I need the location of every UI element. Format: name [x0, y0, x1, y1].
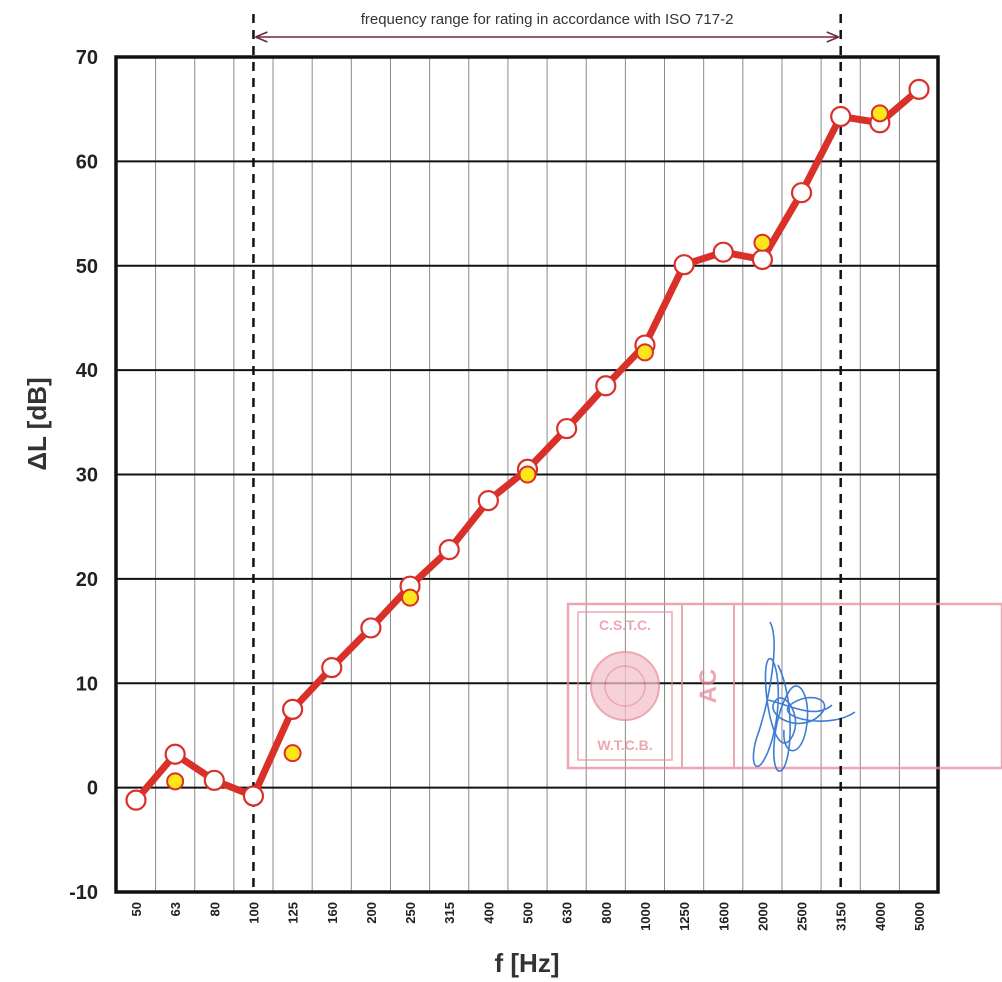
- data-point-filled: [870, 104, 889, 123]
- plot-frame: [114, 55, 940, 894]
- y-tick-label: 20: [76, 569, 98, 591]
- y-axis-label: ΔL [dB]: [22, 377, 52, 470]
- x-tick-label: 4000: [873, 902, 888, 931]
- x-tick-label: 1600: [716, 902, 731, 931]
- x-tick-label: 800: [599, 902, 614, 924]
- y-tick-label: 10: [76, 673, 98, 695]
- x-tick-label: 3150: [834, 902, 849, 931]
- x-tick-label: 1000: [638, 902, 653, 931]
- x-tick-label: 2000: [755, 902, 770, 931]
- y-tick-labels: -10 0 10 20 30 40 50 60 70: [69, 47, 98, 904]
- x-tick-label: 63: [168, 902, 183, 916]
- y-tick-label: 30: [76, 465, 98, 487]
- x-tick-label: 500: [521, 902, 536, 924]
- arrow-right-icon: [826, 31, 839, 43]
- data-point-filled: [166, 772, 185, 791]
- data-point: [751, 248, 774, 271]
- data-point: [673, 254, 695, 276]
- stamp-org-bottom: W.T.C.B.: [597, 737, 652, 753]
- stamp-frame: [566, 602, 1002, 770]
- annotation-text: frequency range for rating in accordance…: [361, 11, 734, 28]
- x-tick-label: 160: [325, 902, 340, 924]
- y-tick-label: -10: [69, 882, 98, 904]
- data-point: [242, 785, 265, 807]
- data-point-filled: [518, 465, 537, 484]
- y-tick-label: 70: [76, 47, 98, 69]
- data-point: [164, 743, 186, 765]
- x-tick-label: 5000: [912, 902, 927, 931]
- x-tick-label: 100: [246, 902, 261, 924]
- y-tick-label: 0: [87, 778, 98, 800]
- y-tick-label: 50: [76, 256, 98, 278]
- stamp-org-top: C.S.T.C.: [599, 617, 651, 633]
- x-tick-label: 1250: [677, 902, 692, 931]
- x-tick-label: 315: [442, 902, 457, 924]
- data-point: [203, 769, 225, 791]
- data-point: [438, 539, 460, 561]
- x-tick-labels: 50 63 80 100 125 160 200 250 315 400 500 630 800 1000…: [129, 902, 927, 931]
- rating-range-lines: [252, 14, 842, 892]
- x-tick-label: 125: [286, 902, 301, 924]
- x-tick-label: 630: [560, 902, 575, 924]
- stamp-initials: AC: [695, 669, 722, 704]
- data-point: [321, 656, 343, 679]
- data-point: [360, 617, 382, 639]
- x-tick-label: 50: [129, 902, 144, 916]
- rating-range-annotation: frequency range for rating in accordance…: [255, 11, 839, 43]
- stamp: C.S.T.C. W.T.C.B. AC: [566, 602, 1002, 770]
- y-tick-label: 60: [76, 151, 98, 173]
- data-point-filled: [635, 343, 654, 362]
- data-point: [595, 375, 617, 397]
- data-point: [556, 417, 578, 440]
- x-axis-label: f [Hz]: [495, 948, 560, 978]
- data-point: [282, 698, 304, 720]
- markers: [125, 78, 930, 811]
- x-tick-label: 2500: [795, 902, 810, 931]
- signature-icon: [752, 621, 856, 772]
- stamp-emblem-ring: [604, 665, 646, 707]
- data-point-filled: [283, 744, 302, 763]
- stamp-emblem-icon: [590, 651, 660, 721]
- data-point: [830, 105, 852, 128]
- y-tick-label: 40: [76, 360, 98, 382]
- x-tick-label: 250: [403, 902, 418, 924]
- data-point: [908, 78, 930, 100]
- data-point-filled: [401, 588, 420, 607]
- arrow-left-icon: [255, 31, 268, 43]
- x-tick-label: 400: [481, 902, 496, 924]
- data-point: [125, 789, 147, 811]
- x-tick-label: 200: [364, 902, 379, 924]
- stamp-inner-frame: [577, 611, 673, 761]
- data-point-filled: [753, 233, 772, 252]
- data-point: [477, 489, 499, 512]
- data-point: [712, 241, 734, 263]
- data-point: [790, 182, 813, 204]
- x-tick-label: 80: [207, 902, 222, 916]
